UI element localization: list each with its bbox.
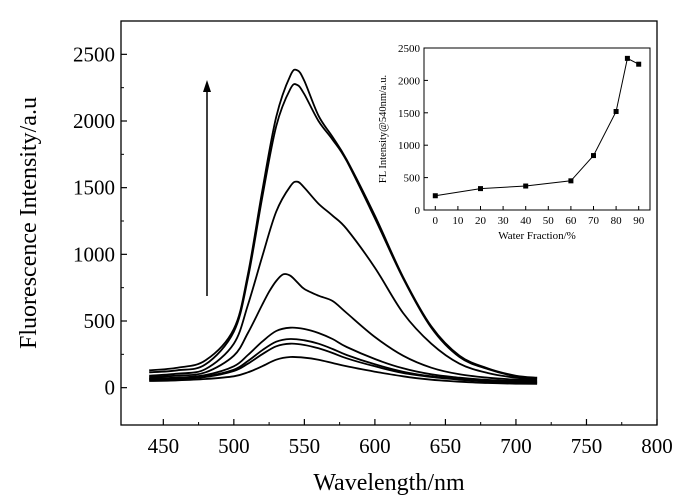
inset-x-tick-label: 70 [588,215,600,227]
inset-x-tick-label: 40 [520,215,532,227]
spectrum-curve-70pct [149,273,538,382]
spectrum-curve-0pct [149,356,538,385]
main-x-tick-label: 700 [500,434,532,458]
inset-data-point [636,61,642,67]
inset-x-tick-label: 20 [475,215,487,227]
inset-x-tick-label: 90 [633,215,645,227]
main-y-tick-label: 1000 [73,242,115,266]
inset-x-tick-label: 50 [543,215,555,227]
inset-plot-frame [423,47,651,211]
inset-x-tick-label: 30 [498,215,510,227]
inset-data-point [523,183,529,189]
main-x-tick-label: 750 [571,434,603,458]
main-x-tick-label: 600 [359,434,391,458]
inset-y-tick-label: 500 [404,173,421,185]
spectrum-curve-90pct [149,68,538,379]
main-y-tick-label: 2500 [73,42,115,66]
inset-y-tick-label: 0 [415,205,421,217]
main-y-tick-label: 2000 [73,109,115,133]
inset-data-point [591,153,596,159]
inset-data-point [568,178,574,184]
increase-arrow [203,80,211,296]
main-x-tick-label: 800 [641,434,673,458]
main-y-tick-label: 0 [105,376,116,400]
inset-y-tick-label: 1000 [398,140,421,152]
main-y-axis-title: Fluorescence Intensity/a.u [16,97,42,349]
inset-x-tick-label: 80 [611,215,623,227]
inset-x-axis-title: Water Fraction/% [498,230,576,242]
spectrum-curve-85pct [149,83,538,380]
inset-y-tick-label: 2500 [398,43,421,55]
inset-y-tick-label: 1500 [398,108,421,120]
spectrum-curve-60pct [149,326,538,383]
inset-series-line [435,57,639,197]
inset-data-point [478,186,483,192]
inset-data-point [613,109,619,115]
main-y-tick-label: 1500 [73,176,115,200]
inset-x-tick-label: 0 [433,215,439,227]
main-x-tick-label: 650 [430,434,462,458]
main-plot-frame [120,20,658,426]
spectrum-curve-40pct [149,338,538,384]
inset-data-point [624,55,630,61]
inset-data-point [432,193,438,199]
main-x-tick-label: 450 [148,434,180,458]
main-x-tick-label: 500 [218,434,250,458]
inset-y-axis-title: FL Intensity@540nm/a.u. [378,75,389,183]
main-x-axis-title: Wavelength/nm [313,470,465,496]
main-x-tick-label: 550 [289,434,321,458]
inset-y-tick-label: 2000 [398,75,421,87]
inset-x-tick-label: 60 [565,215,577,227]
inset-x-tick-label: 10 [452,215,464,227]
main-y-tick-label: 500 [84,309,116,333]
spectrum-curve-80pct [149,180,538,380]
